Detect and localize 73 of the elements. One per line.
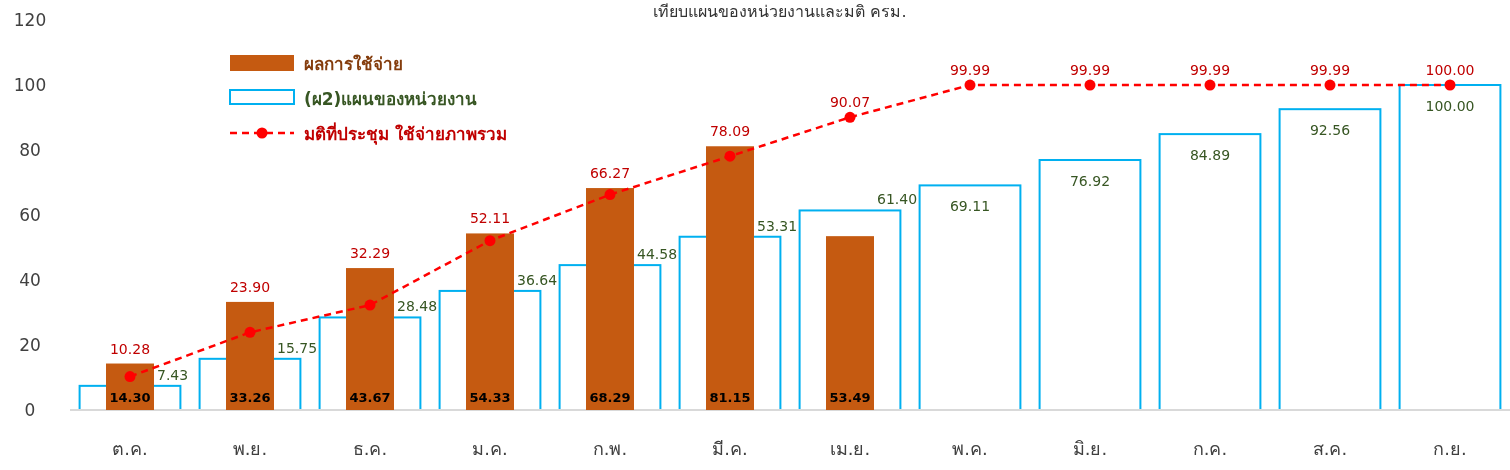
x-tick-label: ม.ค. bbox=[472, 438, 508, 459]
data-label: 99.99 bbox=[949, 62, 991, 79]
bar bbox=[346, 268, 394, 410]
point bbox=[604, 189, 616, 201]
legend-label: ผลการใช้จ่าย bbox=[304, 54, 403, 74]
point bbox=[244, 326, 256, 338]
data-label: 90.07 bbox=[829, 94, 871, 111]
y-tick-label: 40 bbox=[19, 270, 41, 290]
point bbox=[964, 79, 976, 91]
data-label: 78.09 bbox=[709, 123, 751, 140]
bar bbox=[826, 236, 874, 410]
data-label: 100.00 bbox=[1425, 98, 1475, 114]
point bbox=[484, 235, 496, 247]
data-label: 99.99 bbox=[1069, 62, 1111, 79]
data-label: 81.15 bbox=[709, 390, 751, 405]
data-label: 54.33 bbox=[469, 390, 511, 405]
point bbox=[124, 371, 136, 383]
bar bbox=[706, 146, 754, 410]
x-tick-label: ส.ค. bbox=[1312, 438, 1348, 459]
point bbox=[1204, 79, 1216, 91]
y-tick-label: 100 bbox=[13, 75, 47, 95]
bar bbox=[1278, 108, 1382, 411]
data-label: 76.92 bbox=[1069, 173, 1111, 190]
data-label: 99.99 bbox=[1189, 62, 1231, 79]
bar bbox=[466, 233, 514, 410]
data-label: 36.64 bbox=[517, 271, 558, 288]
y-tick-label: 0 bbox=[24, 400, 36, 420]
data-label: 68.29 bbox=[589, 390, 631, 405]
point bbox=[844, 111, 856, 123]
x-tick-label: ธ.ค. bbox=[352, 438, 388, 459]
point bbox=[1084, 79, 1096, 91]
legend-label: มติที่ประชุม ใช้จ่ายภาพรวม bbox=[304, 122, 507, 145]
data-label: 61.40 bbox=[877, 191, 918, 208]
x-tick-label: มี.ค. bbox=[712, 438, 748, 459]
data-label: 84.89 bbox=[1189, 147, 1231, 164]
x-tick-label: ก.ย. bbox=[1433, 438, 1467, 459]
chart-title: เทียบแผนของหน่วยงานและมติ ครม. bbox=[653, 2, 907, 21]
bar bbox=[586, 188, 634, 410]
data-label: 28.48 bbox=[397, 298, 438, 315]
data-label: 23.90 bbox=[229, 278, 271, 295]
y-tick-label: 60 bbox=[19, 205, 41, 225]
y-tick-label: 20 bbox=[19, 335, 41, 355]
data-label: 33.26 bbox=[229, 390, 271, 405]
x-tick-label: ก.พ. bbox=[592, 438, 628, 459]
point bbox=[364, 299, 376, 311]
x-tick-label: พ.ค. bbox=[952, 438, 988, 459]
y-tick-label: 80 bbox=[19, 140, 41, 160]
point bbox=[1324, 79, 1336, 91]
x-tick-label: เม.ย. bbox=[829, 438, 871, 459]
data-label: 44.58 bbox=[637, 246, 678, 263]
data-label: 53.49 bbox=[829, 390, 871, 405]
data-label: 53.31 bbox=[757, 217, 798, 234]
data-label: 14.30 bbox=[109, 390, 151, 405]
legend-label: (ผ2)แผนของหน่วยงาน bbox=[304, 89, 478, 109]
data-label: 32.29 bbox=[349, 245, 391, 262]
data-label: 99.99 bbox=[1309, 62, 1351, 79]
data-label: 100.00 bbox=[1425, 62, 1475, 78]
data-label: 10.28 bbox=[109, 340, 151, 357]
data-label: 15.75 bbox=[277, 339, 318, 356]
data-label: 66.27 bbox=[589, 165, 631, 182]
x-tick-label: ก.ค. bbox=[1192, 438, 1228, 459]
x-tick-label: มิ.ย. bbox=[1072, 438, 1108, 459]
point bbox=[724, 150, 736, 162]
data-label: 43.67 bbox=[349, 390, 391, 405]
bar bbox=[226, 301, 274, 410]
x-tick-label: พ.ย. bbox=[232, 438, 268, 459]
data-label: 92.56 bbox=[1309, 122, 1351, 139]
data-label: 7.43 bbox=[157, 366, 189, 383]
data-label: 52.11 bbox=[469, 210, 511, 227]
data-label: 69.11 bbox=[949, 198, 991, 215]
point bbox=[1444, 79, 1456, 91]
x-tick-label: ต.ค. bbox=[112, 438, 148, 459]
y-tick-label: 120 bbox=[13, 10, 47, 30]
